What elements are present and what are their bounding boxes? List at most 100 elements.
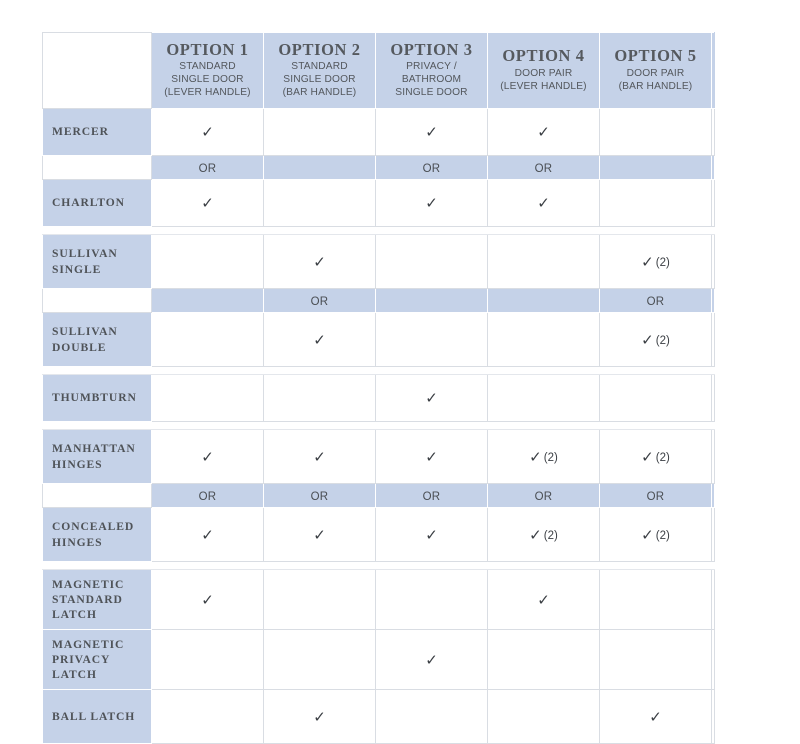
row-label: MANHATTAN HINGES	[42, 429, 152, 484]
or-label: OR	[198, 490, 217, 503]
row-label: SULLIVAN DOUBLE	[42, 312, 152, 367]
matrix-cell-option-5	[599, 569, 712, 630]
quantity-note: (2)	[543, 529, 558, 542]
checkmark-icon: ✓	[537, 592, 550, 609]
column-header-subtitle-line: BATHROOM	[401, 74, 462, 86]
row-tail-cell	[711, 689, 715, 744]
checkmark-icon: ✓	[425, 196, 438, 212]
table-row: MAGNETIC STANDARD LATCH ✓ ✓	[42, 569, 715, 630]
checkmark-icon: ✓	[425, 449, 438, 466]
matrix-cell-option-5	[599, 629, 712, 690]
or-cell-option-3	[375, 288, 488, 313]
matrix-cell-option-4: ✓	[487, 108, 600, 156]
row-tail-cell	[711, 569, 715, 630]
column-header-subtitle-line: DOOR PAIR	[626, 67, 685, 79]
or-label: OR	[646, 490, 665, 503]
or-cell-option-5: OR	[599, 288, 712, 313]
or-cell-option-2	[263, 155, 376, 180]
or-cell-option-3: OR	[375, 155, 488, 180]
quantity-note: (2)	[655, 334, 670, 347]
or-cell-option-4	[487, 288, 600, 313]
row-label: MERCER	[42, 108, 152, 156]
column-header-title: OPTION 4	[502, 46, 585, 66]
checkmark-icon: ✓	[313, 332, 326, 349]
header-corner-cell	[42, 32, 152, 109]
matrix-cell-option-2	[263, 629, 376, 690]
matrix-header: OPTION 1 STANDARD SINGLE DOOR (LEVER HANDLE…	[42, 32, 715, 109]
table-row: THUMBTURN ✓	[42, 374, 715, 422]
table-row: MANHATTAN HINGES ✓ ✓ ✓ ✓ (2) ✓ (2)	[42, 429, 715, 484]
matrix-cell-option-2: ✓	[263, 689, 376, 744]
or-label: OR	[310, 490, 329, 503]
checkmark-icon: ✓	[201, 592, 214, 609]
matrix-cell-option-1	[151, 629, 264, 690]
checkmark-icon: ✓	[425, 125, 438, 141]
column-header-subtitle-line: DOOR PAIR	[514, 67, 573, 79]
column-header-subtitle-line: (BAR HANDLE)	[282, 87, 357, 99]
column-header-title: OPTION 5	[614, 46, 697, 66]
row-tail-cell	[711, 429, 715, 484]
or-cell-option-1: OR	[151, 483, 264, 508]
column-header-subtitle-line: (BAR HANDLE)	[618, 80, 693, 92]
group-spacer-cell	[42, 421, 715, 430]
table-row: MAGNETIC PRIVACY LATCH ✓	[42, 629, 715, 690]
column-header-subtitle-line: (LEVER HANDLE)	[500, 80, 587, 92]
table-row: CHARLTON ✓ ✓ ✓	[42, 179, 715, 227]
group-spacer-cell	[42, 226, 715, 235]
matrix-cell-option-5	[599, 108, 712, 156]
matrix-cell-option-2: ✓	[263, 429, 376, 484]
or-label: OR	[310, 295, 329, 308]
group-spacer-row	[42, 421, 715, 430]
or-label: OR	[534, 490, 553, 503]
header-row: OPTION 1 STANDARD SINGLE DOOR (LEVER HANDLE…	[42, 32, 715, 109]
matrix-cell-option-1	[151, 234, 264, 289]
matrix-body: MERCER ✓ ✓ ✓ OR OR OR CHARLTON ✓ ✓ ✓ SULLIVAN SINGL…	[42, 108, 715, 744]
quantity-note: (2)	[655, 529, 670, 542]
matrix-cell-option-2: ✓	[263, 507, 376, 562]
column-header-subtitle: STANDARD SINGLE DOOR (LEVER HANDLE)	[155, 60, 260, 99]
or-separator-row: OR OR OR	[42, 155, 715, 180]
row-label: CONCEALED HINGES	[42, 507, 152, 562]
matrix-cell-option-2	[263, 374, 376, 422]
group-spacer-row	[42, 561, 715, 570]
matrix-cell-option-2: ✓	[263, 234, 376, 289]
matrix-cell-option-5: ✓	[599, 689, 712, 744]
group-spacer-row	[42, 226, 715, 235]
or-label: OR	[646, 295, 665, 308]
column-header-subtitle: STANDARD SINGLE DOOR (BAR HANDLE)	[267, 60, 372, 99]
or-label: OR	[198, 162, 217, 175]
column-header-title: OPTION 1	[166, 39, 249, 59]
checkmark-icon: ✓	[425, 527, 438, 544]
row-tail-cell	[711, 234, 715, 289]
or-cell-option-2: OR	[263, 483, 376, 508]
checkmark-icon: ✓	[641, 527, 654, 544]
group-spacer-cell	[42, 561, 715, 570]
matrix-cell-option-5: ✓ (2)	[599, 234, 712, 289]
matrix-cell-option-3	[375, 569, 488, 630]
column-header-subtitle: DOOR PAIR (LEVER HANDLE)	[491, 67, 596, 93]
column-header-subtitle-line: STANDARD	[179, 61, 236, 73]
checkmark-icon: ✓	[537, 196, 550, 212]
matrix-cell-option-4: ✓	[487, 179, 600, 227]
column-header-subtitle: PRIVACY / BATHROOM SINGLE DOOR	[379, 60, 484, 99]
matrix-cell-option-5	[599, 374, 712, 422]
matrix-cell-option-3: ✓	[375, 507, 488, 562]
row-label: SULLIVAN SINGLE	[42, 234, 152, 289]
checkmark-icon: ✓	[649, 709, 662, 726]
column-header-option-1: OPTION 1 STANDARD SINGLE DOOR (LEVER HANDLE…	[151, 32, 264, 109]
matrix-cell-option-1: ✓	[151, 569, 264, 630]
matrix-cell-option-1	[151, 374, 264, 422]
column-header-subtitle-line: SINGLE DOOR	[171, 74, 244, 86]
matrix-cell-option-5: ✓ (2)	[599, 507, 712, 562]
matrix-cell-option-3	[375, 234, 488, 289]
checkmark-icon: ✓	[313, 527, 326, 544]
checkmark-icon: ✓	[529, 527, 542, 544]
column-header-subtitle-line: PRIVACY /	[406, 61, 457, 73]
matrix-cell-option-1	[151, 689, 264, 744]
row-tail-cell	[711, 374, 715, 422]
table-row: MERCER ✓ ✓ ✓	[42, 108, 715, 156]
column-header-subtitle-line: SINGLE DOOR	[283, 74, 356, 86]
row-tail-cell	[711, 507, 715, 562]
checkmark-icon: ✓	[641, 449, 654, 466]
checkmark-icon: ✓	[201, 196, 214, 212]
